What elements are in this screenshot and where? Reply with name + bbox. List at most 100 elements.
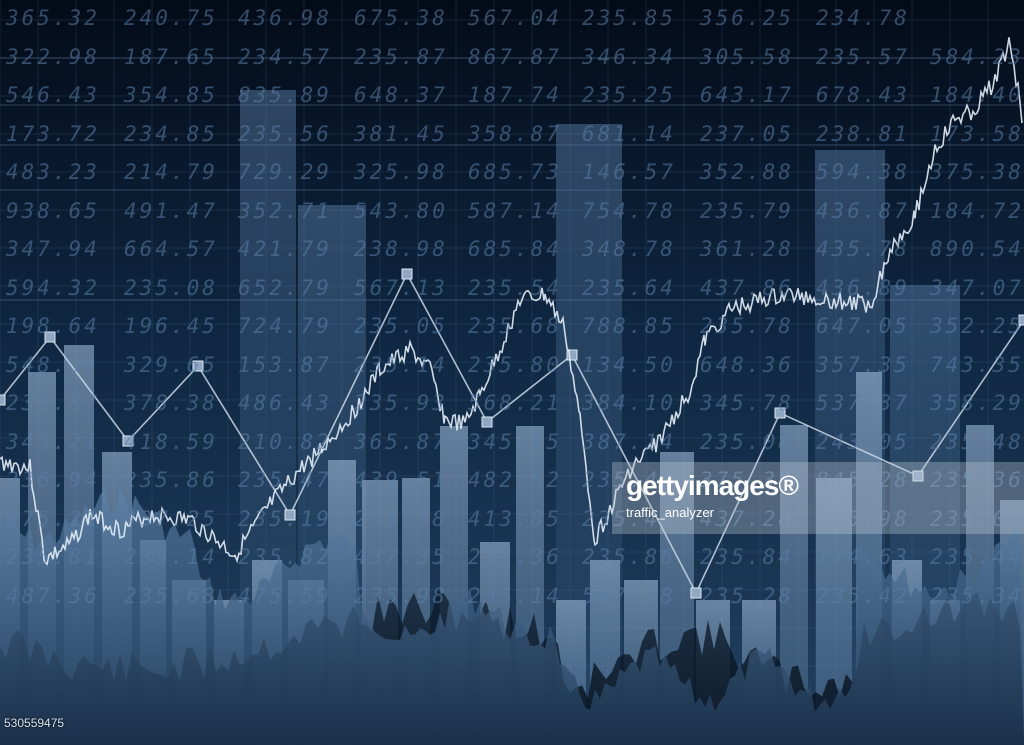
marker-line xyxy=(0,272,1024,595)
ticker-number: 546.43 xyxy=(6,83,100,107)
ticker-number: 235.47 xyxy=(582,468,676,492)
ticker-number: 491.47 xyxy=(124,198,218,223)
ticker-number: 475.59 xyxy=(238,583,332,608)
ticker-number: 235.93 xyxy=(354,391,448,415)
ticker-number: 358.87 xyxy=(468,121,562,146)
ticker-number: 648.37 xyxy=(354,83,448,107)
ticker-number: 235.47 xyxy=(238,468,332,492)
ticker-number: 235.36 xyxy=(468,545,562,569)
ticker-number: 375.38 xyxy=(930,160,1024,184)
ticker-number: 413.85 xyxy=(468,506,562,531)
ticker-number: 664.57 xyxy=(124,237,218,261)
ticker-number: 235.42 xyxy=(816,583,910,608)
ticker-number: 153.87 xyxy=(238,352,332,377)
ticker-number: 482.52 xyxy=(468,468,562,492)
ticker-number: 835.89 xyxy=(238,83,332,107)
marker-point xyxy=(1018,314,1024,326)
ticker-number: 681.14 xyxy=(582,121,676,146)
ticker-number: 235.98 xyxy=(354,583,448,608)
ticker-number: 235.57 xyxy=(816,44,910,69)
ticker-number: 235.68 xyxy=(124,583,218,608)
ticker-number: 675.38 xyxy=(354,6,448,30)
ticker-number: 724.79 xyxy=(238,314,332,338)
ticker-number: 357.35 xyxy=(816,352,910,377)
ticker-number: 235.87 xyxy=(6,391,100,415)
ticker-number: 235.25 xyxy=(582,83,676,107)
ticker-number: 329.65 xyxy=(124,352,218,377)
image-id-label: 530559475 xyxy=(4,716,65,730)
ticker-number: 187.65 xyxy=(124,44,218,69)
ticker-number: 173.58 xyxy=(930,121,1024,146)
marker-point xyxy=(690,587,702,599)
ticker-number: 421.79 xyxy=(238,237,332,261)
ticker-number: 487.36 xyxy=(6,583,100,608)
ticker-number: 238.81 xyxy=(816,121,910,146)
ticker-number: 235.44 xyxy=(930,545,1024,569)
ticker-number: 375.38 xyxy=(700,468,794,492)
ticker-number: 354.85 xyxy=(124,83,218,107)
marker-point xyxy=(401,268,413,280)
ticker-number: 387.14 xyxy=(582,429,676,454)
ticker-number: 436.87 xyxy=(816,198,910,223)
ticker-number: 322.98 xyxy=(6,44,100,69)
ticker-number: 235.14 xyxy=(468,583,562,608)
light-area-shape xyxy=(0,488,1024,745)
ticker-number: 235.36 xyxy=(930,468,1024,492)
ticker-number: 243.05 xyxy=(816,429,910,454)
ticker-number: 754.78 xyxy=(582,198,676,223)
ticker-number: 235.08 xyxy=(700,429,794,454)
ticker-number: 235.48 xyxy=(930,429,1024,454)
watermark-contributor: traffic_analyzer xyxy=(626,505,714,520)
ticker-number: 845.28 xyxy=(816,468,910,492)
ticker-number: 678.43 xyxy=(816,83,910,107)
ticker-number: 537.37 xyxy=(816,391,910,415)
ticker-number: 234.78 xyxy=(816,6,910,30)
ticker-number: 235.58 xyxy=(354,506,448,531)
watermark-banner: gettyimages® traffic_analyzer xyxy=(612,462,1024,534)
ticker-number: 547.38 xyxy=(582,583,676,608)
ticker-number: 235.82 xyxy=(238,545,332,569)
ticker-number: 567.04 xyxy=(468,6,562,30)
marker-point xyxy=(0,394,6,406)
watermark-logo: gettyimages® xyxy=(626,470,799,501)
ticker-number: 235.64 xyxy=(582,275,676,300)
ticker-number: 437.25 xyxy=(124,506,218,531)
ticker-number: 437.35 xyxy=(354,545,448,569)
ticker-number: 235.54 xyxy=(468,275,562,300)
ticker-number: 235.14 xyxy=(124,545,218,569)
marker-point xyxy=(44,331,56,343)
ticker-number: 594.32 xyxy=(6,275,100,300)
ticker-number: 381.45 xyxy=(354,121,448,146)
ticker-number: 196.45 xyxy=(124,314,218,338)
ticker-number: 234.57 xyxy=(238,44,332,69)
ticker-number: 567.13 xyxy=(354,275,448,300)
ticker-number: 238.98 xyxy=(354,237,448,261)
ticker-number: 347.07 xyxy=(930,275,1024,300)
ticker-number: 352.25 xyxy=(930,314,1024,338)
ticker-number: 345.78 xyxy=(700,391,794,415)
ticker-number: 356.25 xyxy=(700,6,794,30)
ticker-number: 235.84 xyxy=(700,545,794,569)
marker-point xyxy=(481,416,493,428)
ticker-number: 235.56 xyxy=(238,121,332,146)
ticker-number: 788.85 xyxy=(582,314,676,338)
ticker-number: 648.36 xyxy=(700,352,794,377)
ticker-number: 890.54 xyxy=(930,237,1024,261)
ticker-number: 345.15 xyxy=(468,429,562,454)
ticker-number: 235.79 xyxy=(700,198,794,223)
ticker-number: 235.05 xyxy=(354,314,448,338)
ticker-number: 729.29 xyxy=(238,160,332,184)
ticker-number: 235.08 xyxy=(124,275,218,300)
ticker-number: 384.10 xyxy=(582,391,676,415)
ticker-number: 235.85 xyxy=(582,6,676,30)
ticker-number: 437.86 xyxy=(700,275,794,300)
ticker-number: 305.58 xyxy=(700,44,794,69)
ticker-number: 938.65 xyxy=(6,198,100,223)
ticker-number: 236.94 xyxy=(6,468,100,492)
ticker-number: 643.17 xyxy=(700,83,794,107)
ticker-number: 235.68 xyxy=(468,314,562,338)
ticker-number: 358.29 xyxy=(930,391,1024,415)
ticker-number: 361.28 xyxy=(700,237,794,261)
